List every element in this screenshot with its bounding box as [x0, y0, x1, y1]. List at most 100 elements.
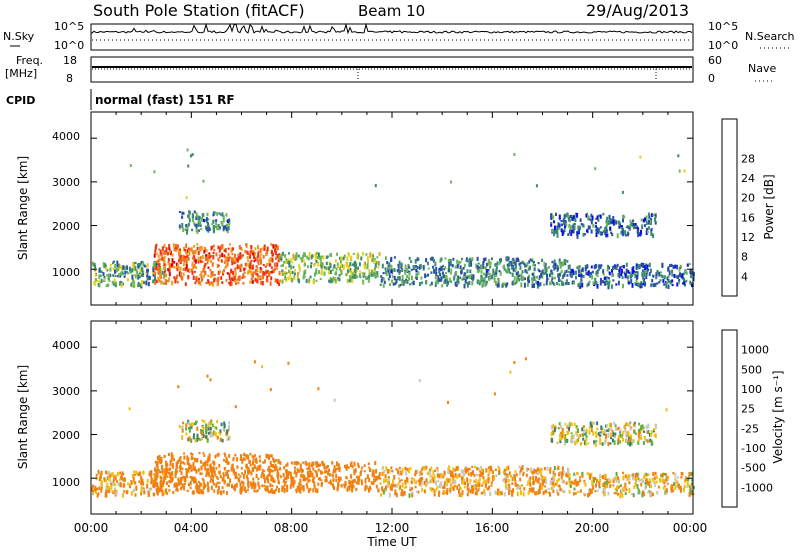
- echo-cell: [237, 281, 240, 284]
- echo-cell: [140, 261, 143, 264]
- echo-cell: [634, 424, 637, 428]
- echo-cell: [256, 255, 259, 259]
- echo-cell: [648, 433, 651, 437]
- echo-cell: [438, 490, 441, 494]
- echo-cell: [123, 275, 126, 278]
- echo-cell: [683, 281, 686, 285]
- echo-cell: [668, 270, 671, 276]
- echo-cell: [292, 253, 295, 259]
- echo-cell: [409, 467, 412, 470]
- echo-cell: [233, 472, 236, 476]
- echo-cell: [530, 467, 533, 472]
- echo-cell: [433, 475, 436, 480]
- echo-cell: [263, 244, 266, 250]
- echo-cell: [302, 474, 305, 478]
- echo-cell: [440, 276, 443, 281]
- echo-cell: [587, 493, 589, 498]
- echo-cell: [615, 472, 618, 477]
- echo-cell: [206, 458, 209, 463]
- echo-cell: [471, 257, 474, 262]
- echo-cell: [555, 212, 557, 216]
- echo-cell: [565, 279, 568, 284]
- echo-cell: [558, 273, 561, 276]
- echo-cell: [187, 457, 190, 461]
- echo-cell: [191, 217, 194, 223]
- echo-cell: [198, 490, 200, 495]
- echo-cell: [252, 480, 255, 486]
- echo-cell: [435, 280, 438, 284]
- echo-cell: [335, 478, 338, 482]
- echo-cell: [164, 280, 167, 284]
- echo-cell: [448, 265, 450, 269]
- echo-cell: [445, 477, 448, 483]
- echo-cell: [433, 493, 436, 497]
- echo-cell: [185, 423, 188, 428]
- echo-cell: [310, 255, 313, 260]
- echo-cell: [120, 265, 122, 269]
- echo-cell: [567, 282, 570, 285]
- echo-cell: [281, 251, 284, 256]
- echo-cell: [494, 468, 497, 471]
- echo-cell: [415, 269, 418, 273]
- echo-cell: [641, 478, 644, 484]
- echo-cell: [287, 258, 290, 261]
- echo-cell: [305, 278, 308, 283]
- echo-cell: [399, 485, 402, 490]
- echo-cell: [608, 271, 611, 276]
- echo-cell: [410, 268, 413, 271]
- echo-cell: [92, 490, 95, 493]
- echo-cell: [207, 427, 210, 431]
- echo-cell: [600, 277, 602, 282]
- echo-cell: [387, 481, 390, 486]
- echo-cell: [200, 246, 203, 251]
- echo-cell: [518, 262, 521, 266]
- echo-cell: [399, 283, 402, 287]
- echo-cell: [576, 471, 578, 475]
- echo-cell: [565, 472, 568, 477]
- echo-cell: [298, 482, 301, 488]
- echo-cell: [636, 275, 639, 279]
- echo-cell: [169, 250, 172, 256]
- echo-cell: [461, 474, 464, 477]
- echo-cell: [283, 261, 286, 264]
- echo-cell: [683, 478, 686, 483]
- echo-cell: [685, 476, 688, 482]
- echo-cell: [437, 479, 440, 483]
- echo-cell: [351, 275, 354, 279]
- echo-cell: [100, 278, 103, 284]
- echo-cell: [640, 282, 643, 288]
- echo-cell: [598, 264, 601, 268]
- echo-cell: [642, 441, 645, 446]
- echo-cell: [622, 430, 625, 434]
- echo-cell: [549, 480, 552, 485]
- echo-cell: [193, 257, 196, 263]
- echo-cell: [130, 491, 133, 496]
- echo-cell: [547, 277, 550, 281]
- echo-cell: [515, 257, 518, 262]
- echo-cell: [568, 264, 571, 270]
- echo-cell: [207, 258, 210, 262]
- echo-cell: [626, 275, 629, 280]
- echo-cell: [476, 256, 479, 262]
- echo-cell: [579, 226, 582, 229]
- echo-cell: [182, 421, 185, 425]
- echo-cell: [272, 477, 275, 483]
- echo-cell: [385, 485, 387, 491]
- echo-cell: [652, 275, 655, 278]
- echo-cell: [549, 282, 552, 286]
- echo-cell: [638, 428, 641, 432]
- echo-cell: [475, 487, 478, 490]
- echo-cell: [652, 233, 655, 239]
- echo-cell: [376, 274, 379, 278]
- echo-cell: [259, 248, 262, 253]
- echo-cell: [399, 470, 402, 475]
- echo-cell: [551, 260, 554, 264]
- echo-cell: [175, 468, 177, 472]
- echo-cell: [253, 454, 256, 457]
- echo-cell: [493, 475, 496, 481]
- echo-cell: [210, 281, 213, 285]
- echo-cell: [596, 269, 599, 275]
- echo-cell: [270, 463, 273, 468]
- echo-cell: [222, 490, 225, 494]
- echo-cell: [605, 433, 607, 439]
